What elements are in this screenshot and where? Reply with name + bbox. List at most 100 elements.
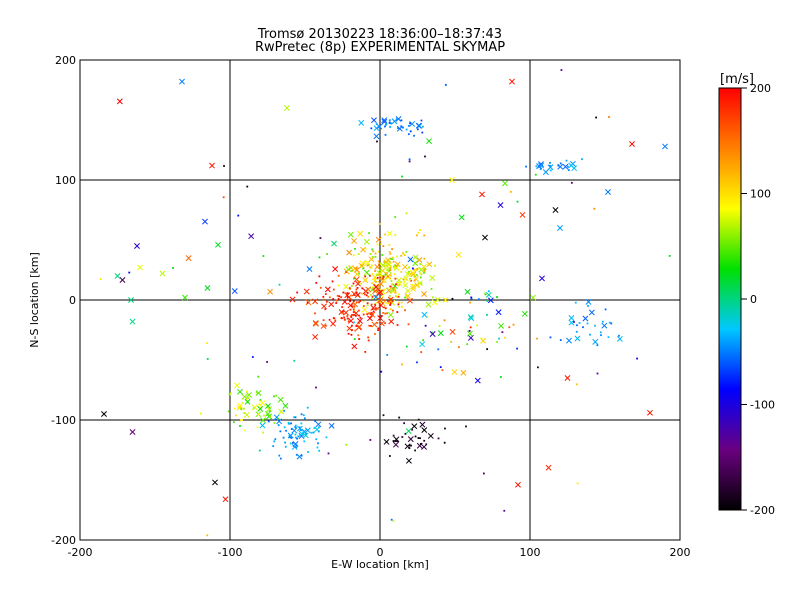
data-point-dot xyxy=(416,128,419,131)
data-point-cross xyxy=(303,288,310,295)
data-point-dot xyxy=(277,424,280,427)
data-point-dot xyxy=(258,403,261,406)
data-point-cross xyxy=(289,296,296,303)
data-point-cross xyxy=(246,391,253,398)
data-point-cross xyxy=(129,429,136,435)
data-point-dot xyxy=(380,299,383,302)
data-point-cross xyxy=(137,264,143,271)
data-point-dot xyxy=(424,324,427,327)
data-point-dot xyxy=(496,341,498,343)
data-point-cross xyxy=(414,282,420,288)
data-point-cross xyxy=(315,421,322,428)
data-point-cross xyxy=(344,292,351,299)
data-point-dot xyxy=(386,287,389,290)
data-point-dot xyxy=(398,284,400,287)
colorbar-ticks: 200 100 0 -100 -200 xyxy=(741,82,775,517)
data-point-dot xyxy=(383,299,386,302)
data-point-cross xyxy=(557,225,563,231)
data-point-dot xyxy=(423,439,426,442)
data-point-dot xyxy=(384,302,387,304)
data-point-dot xyxy=(392,256,394,259)
data-point-dot xyxy=(295,436,297,439)
data-point-dot xyxy=(371,297,373,300)
data-point-dot xyxy=(343,318,346,321)
data-point-dot xyxy=(402,278,405,281)
data-point-dot xyxy=(370,303,373,306)
data-point-cross xyxy=(366,315,373,322)
data-point-dot xyxy=(576,482,579,485)
data-point-dot xyxy=(390,280,393,282)
data-point-dot xyxy=(370,311,373,314)
data-point-dot xyxy=(305,433,307,435)
data-point-dot xyxy=(295,446,298,449)
data-point-cross xyxy=(451,369,458,376)
data-point-dot xyxy=(376,243,379,246)
data-point-dot xyxy=(358,301,360,304)
data-point-cross xyxy=(215,241,221,248)
data-point-dot xyxy=(388,251,391,253)
data-point-dot xyxy=(525,165,528,168)
data-point-dot xyxy=(328,296,331,299)
data-point-dot xyxy=(390,258,392,260)
data-point-dot xyxy=(480,337,483,340)
data-point-cross xyxy=(377,297,384,304)
data-point-dot xyxy=(300,422,303,425)
data-point-dot xyxy=(407,272,410,275)
data-point-dot xyxy=(396,324,399,326)
data-point-dot xyxy=(392,520,395,522)
chart-title: Tromsø 20130223 18:36:00–18:37:43 xyxy=(257,27,502,42)
data-point-dot xyxy=(378,286,381,288)
data-point-cross xyxy=(479,191,485,198)
data-point-dot xyxy=(235,414,237,417)
data-point-cross xyxy=(474,377,481,384)
data-point-dot xyxy=(353,338,356,340)
data-point-dot xyxy=(423,269,426,272)
data-point-dot xyxy=(379,274,382,277)
data-point-cross xyxy=(345,266,352,273)
data-point-dot xyxy=(417,437,420,439)
data-point-cross xyxy=(182,294,188,301)
data-point-cross xyxy=(296,425,303,432)
data-point-dot xyxy=(434,264,436,267)
data-point-dot xyxy=(400,254,403,257)
data-point-cross xyxy=(237,402,243,409)
data-point-dot xyxy=(392,260,395,263)
data-point-dot xyxy=(396,255,399,258)
data-point-cross xyxy=(376,289,383,296)
data-point-dot xyxy=(451,297,454,300)
data-point-dot xyxy=(303,417,306,420)
data-point-dot xyxy=(389,290,392,293)
data-point-dot xyxy=(371,313,374,316)
data-point-dot xyxy=(297,435,300,438)
data-point-dot xyxy=(377,327,380,330)
data-point-dot xyxy=(368,324,371,327)
data-point-dot xyxy=(199,412,202,415)
data-point-dot xyxy=(415,269,418,271)
data-point-cross xyxy=(395,115,402,122)
data-point-dot xyxy=(380,315,383,317)
data-point-cross xyxy=(353,276,360,283)
data-point-dot xyxy=(381,295,384,298)
data-point-dot xyxy=(465,425,467,428)
data-point-cross xyxy=(259,422,266,429)
data-point-dot xyxy=(369,266,372,269)
data-point-dot xyxy=(484,292,487,295)
data-point-dot xyxy=(604,308,607,311)
data-point-dot xyxy=(375,123,378,126)
data-point-cross xyxy=(458,214,465,221)
data-point-dot xyxy=(366,264,369,267)
data-point-dot xyxy=(350,305,353,307)
data-point-dot xyxy=(596,372,599,375)
data-point-dot xyxy=(608,321,611,324)
data-point-dot xyxy=(406,278,408,281)
data-point-cross xyxy=(396,125,403,132)
data-point-dot xyxy=(388,121,391,124)
data-point-dot xyxy=(409,122,411,125)
data-point-dot xyxy=(288,434,291,437)
data-point-dot xyxy=(334,319,337,322)
data-point-cross xyxy=(416,122,423,129)
data-point-dot xyxy=(383,260,386,263)
data-point-dot xyxy=(341,317,343,320)
data-point-dot xyxy=(416,234,418,237)
data-point-cross xyxy=(519,211,526,218)
